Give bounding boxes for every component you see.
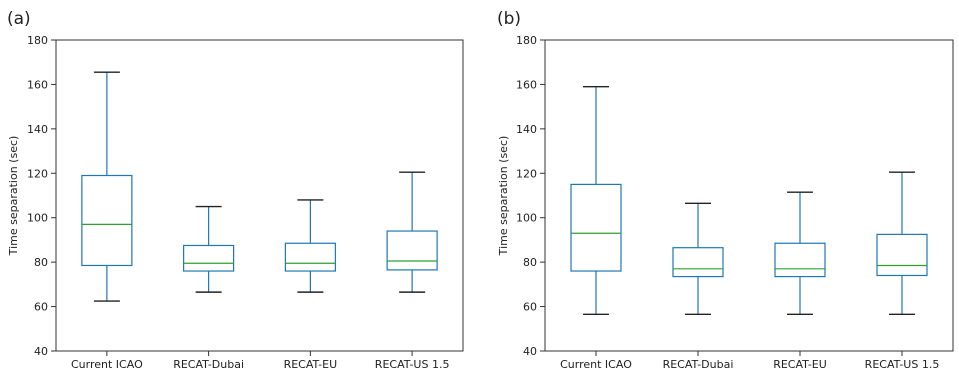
x-tick-label: RECAT-Dubai xyxy=(663,358,734,371)
y-tick-label: 120 xyxy=(27,167,48,180)
y-axis-label: Time separation (sec) xyxy=(497,136,510,257)
box-iqr xyxy=(284,242,336,272)
box-iqr xyxy=(672,247,724,278)
x-tick-label: RECAT-EU xyxy=(284,358,338,371)
x-tick-label: RECAT-Dubai xyxy=(173,358,244,371)
x-tick-label: RECAT-US 1.5 xyxy=(375,358,450,371)
panel-label: (a) xyxy=(7,9,31,29)
x-tick-label: RECAT-US 1.5 xyxy=(865,358,940,371)
y-tick-label: 140 xyxy=(516,123,537,136)
box-iqr xyxy=(386,230,438,271)
x-tick-label: RECAT-EU xyxy=(773,358,827,371)
y-tick-label: 160 xyxy=(27,78,48,91)
y-tick-label: 100 xyxy=(27,212,48,225)
y-tick-label: 40 xyxy=(34,345,48,358)
box-iqr xyxy=(81,174,133,267)
y-tick-label: 80 xyxy=(34,256,48,269)
y-tick-label: 60 xyxy=(523,301,537,314)
box-iqr xyxy=(876,233,928,277)
plot-frame xyxy=(544,39,954,352)
y-tick-label: 40 xyxy=(523,345,537,358)
y-tick-label: 180 xyxy=(27,34,48,47)
box-iqr xyxy=(570,183,622,272)
plot-frame xyxy=(55,39,464,352)
x-tick-label: Current ICAO xyxy=(71,358,143,371)
y-tick-label: 120 xyxy=(516,167,537,180)
y-axis-label: Time separation (sec) xyxy=(7,136,20,257)
y-tick-label: 80 xyxy=(523,256,537,269)
y-tick-label: 100 xyxy=(516,212,537,225)
y-tick-label: 160 xyxy=(516,78,537,91)
x-tick-label: Current ICAO xyxy=(560,358,632,371)
box-iqr xyxy=(774,242,826,278)
y-tick-label: 140 xyxy=(27,123,48,136)
y-tick-label: 180 xyxy=(516,34,537,47)
y-tick-label: 60 xyxy=(34,301,48,314)
box-iqr xyxy=(183,244,235,272)
panel-label: (b) xyxy=(497,9,521,29)
